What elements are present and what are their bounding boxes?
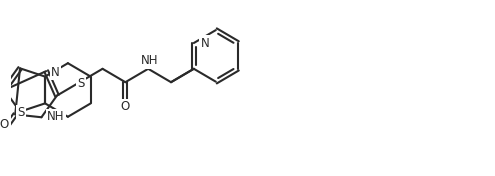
Text: S: S (17, 106, 25, 119)
Text: N: N (200, 36, 209, 49)
Text: N: N (51, 66, 60, 79)
Text: NH: NH (141, 54, 158, 67)
Text: O: O (121, 100, 130, 114)
Text: S: S (77, 77, 85, 90)
Text: NH: NH (48, 110, 65, 123)
Text: O: O (0, 118, 8, 131)
